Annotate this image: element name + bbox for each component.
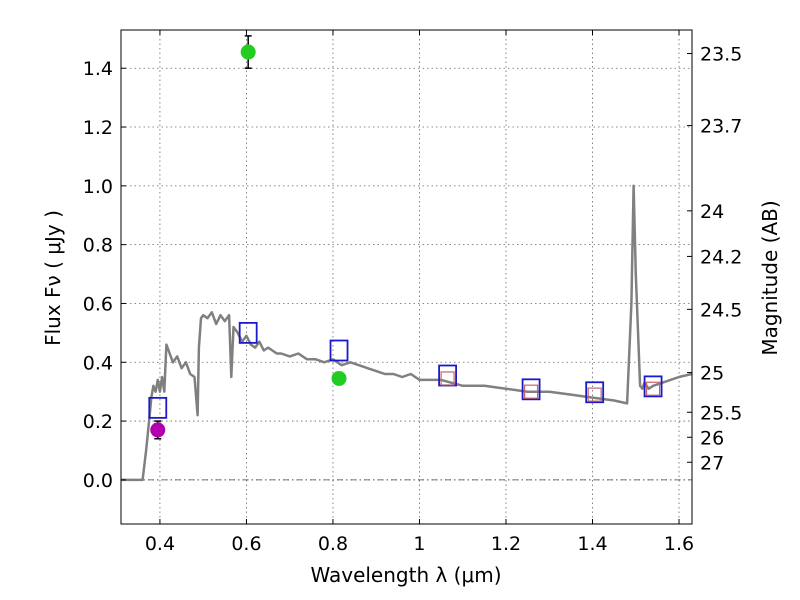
sed-model-line [121,184,692,482]
observed-hollow-marker [523,384,539,399]
y2-axis-label: Magnitude (AB) [758,200,782,355]
y-tick-label: 1.4 [83,58,113,80]
mag-tick-label: 25.5 [700,402,742,424]
plot-area [121,35,692,482]
y-tick-label: 0.0 [83,470,113,492]
x-tick-label: 0.6 [231,533,261,555]
x-axis-label: Wavelength λ (μm) [310,563,501,587]
x-tick-label: 1.4 [577,533,607,555]
model-band-marker [643,375,663,398]
model-band-marker [148,396,168,419]
mag-tick-label: 24.2 [700,246,742,268]
x-tick-label: 1.2 [491,533,521,555]
model-band-marker [585,381,605,404]
x-tick-label: 0.4 [145,533,175,555]
model-band-marker [238,321,258,344]
plot-frame [120,29,693,525]
y-tick-label: 0.6 [83,293,113,315]
x-tick-label: 0.8 [318,533,348,555]
x-tick-label: 1.6 [664,533,694,555]
model-band-marker [329,339,349,362]
y-tick-label: 1.0 [83,176,113,198]
model-band-marker [521,378,541,401]
observed-point [240,44,256,60]
axes [120,29,693,525]
tick-labels: 0.4 0.6 0.8 1 1.2 1.4 1.6 0.0 0.2 0.4 0.6 0.8 1.0 1.2… [83,44,743,555]
y-tick-label: 0.2 [83,411,113,433]
observed-hollow-marker [587,387,602,402]
x-tick-label: 1 [413,533,425,555]
observed-point [331,370,347,386]
mag-tick-label: 27 [700,452,724,474]
mag-tick-label: 25 [700,363,724,385]
y-axis-label: Flux Fν ( μJy ) [41,210,65,346]
observed-hollow-marker [440,371,455,386]
y-tick-label: 1.2 [83,117,113,139]
mag-tick-label: 24 [700,201,724,223]
observed-point [150,422,166,438]
series-group [121,35,692,482]
mag-tick-label: 23.7 [700,116,742,138]
mag-tick-label: 23.5 [700,44,742,66]
y-tick-label: 0.4 [83,352,113,374]
grid-lines [121,30,692,524]
mag-tick-label: 26 [700,427,724,449]
mag-tick-label: 24.5 [700,299,742,321]
y-tick-label: 0.8 [83,235,113,257]
observed-hollow-marker [645,381,661,396]
